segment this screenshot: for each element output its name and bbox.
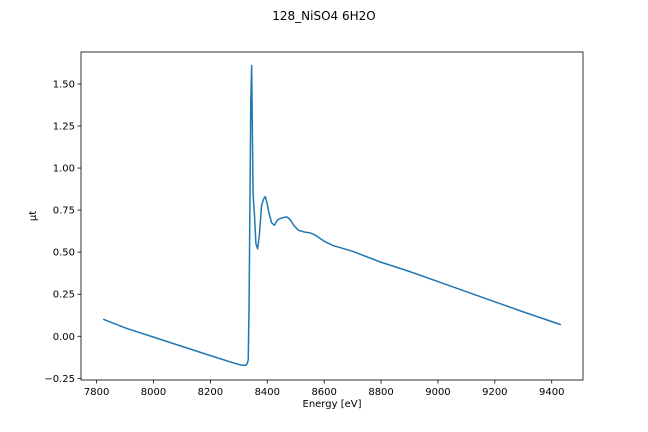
y-tick-label: 0.75 [53,206,75,217]
plot-frame [80,51,584,381]
x-tick-label: 9400 [539,387,564,398]
y-tick-label: 0.50 [53,248,75,259]
y-tick-label: 1.25 [53,122,75,133]
y-axis-ticks: −0.25 0.00 0.25 0.50 0.75 1.00 1.25 1.50 [44,79,81,385]
y-tick-label: 1.00 [53,164,75,175]
plot-area [81,52,583,380]
y-axis-label: μt [28,211,39,221]
x-tick-label: 7800 [84,387,109,398]
chart-title: 128_NiSO4 6H2O [272,9,375,23]
x-tick-label: 8000 [141,387,166,398]
series-line [103,64,561,366]
x-tick-label: 8600 [311,387,336,398]
x-tick-label: 8400 [255,387,280,398]
x-axis-label: Energy [eV] [303,399,362,410]
x-axis-ticks: 7800 8000 8200 8400 8600 8800 9000 9200 9400 [84,380,564,398]
x-tick-label: 8800 [368,387,393,398]
y-tick-label: 0.25 [53,290,75,301]
x-tick-label: 8200 [198,387,223,398]
x-tick-label: 9000 [425,387,450,398]
y-tick-label: 1.50 [53,79,75,90]
y-tick-label: −0.25 [44,374,75,385]
y-tick-label: 0.00 [53,332,75,343]
x-tick-label: 9200 [482,387,507,398]
